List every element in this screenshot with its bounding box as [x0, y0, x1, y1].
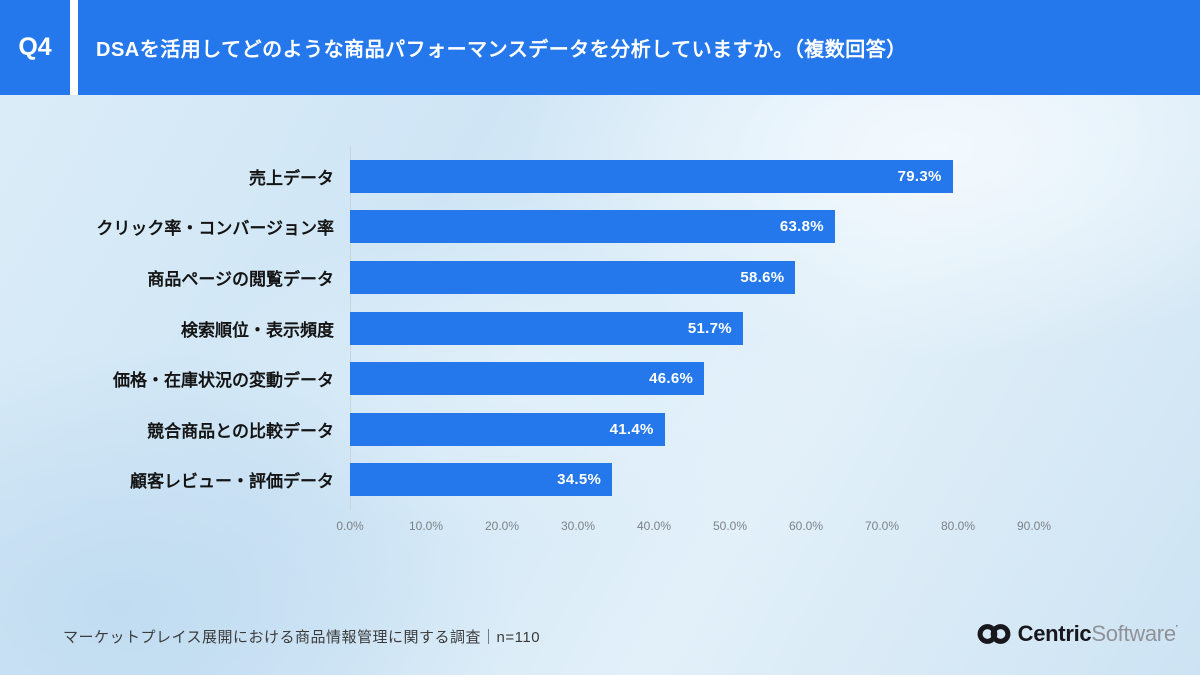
x-axis-tick: 40.0% [636, 519, 672, 534]
x-axis-tick: 20.0% [484, 519, 520, 534]
value-label: 41.4% [609, 420, 654, 438]
bar-chart: 売上データ 79.3% クリック率・コンバージョン率 63.8% 商品ページの閲覧データ… [40, 146, 1125, 537]
logo-text-centric: Centric [1017, 621, 1092, 646]
header-divider [70, 0, 78, 95]
question-header: Q4 DSAを活用してどのような商品パフォーマンスデータを分析していますか。（複… [0, 0, 1200, 95]
value-label: 79.3% [897, 167, 942, 185]
chart-row: クリック率・コンバージョン率 63.8% [40, 202, 1125, 253]
bar-track: 79.3% [350, 159, 1125, 193]
question-title-bar: DSAを活用してどのような商品パフォーマンスデータを分析していますか。（複数回答… [78, 0, 1200, 95]
x-axis-tick: 0.0% [336, 519, 364, 534]
x-axis-tick: 30.0% [560, 519, 596, 534]
chart-row: 価格・在庫状況の変動データ 46.6% [40, 353, 1125, 404]
x-axis: 0.0% 10.0% 20.0% 30.0% 40.0% 50.0% 60.0% 70.0% 8… [336, 519, 1125, 537]
bar: 51.7% [350, 311, 743, 345]
category-label: 売上データ [249, 168, 334, 188]
bar: 58.6% [350, 260, 796, 294]
category-label: 検索順位・表示頻度 [181, 320, 334, 340]
category-label: 価格・在庫状況の変動データ [113, 371, 334, 391]
bar-track: 46.6% [350, 362, 1125, 396]
centric-logo-icon [977, 624, 1011, 644]
chart-row: 顧客レビュー・評価データ 34.5% [40, 455, 1125, 506]
bar-track: 34.5% [350, 463, 1125, 497]
bar: 79.3% [350, 159, 953, 193]
chart-row: 検索順位・表示頻度 51.7% [40, 303, 1125, 354]
logo-text-software: Software [1091, 621, 1176, 646]
survey-source-note: マーケットプレイス展開における商品情報管理に関する調査｜n=110 [63, 629, 541, 646]
value-label: 34.5% [557, 471, 602, 489]
chart-row: 売上データ 79.3% [40, 151, 1125, 202]
bar-track: 51.7% [350, 311, 1125, 345]
x-axis-tick: 80.0% [940, 519, 976, 534]
x-axis-tick: 60.0% [788, 519, 824, 534]
value-label: 46.6% [649, 370, 694, 388]
bar: 46.6% [350, 362, 705, 396]
bar: 41.4% [350, 412, 665, 446]
bar-track: 58.6% [350, 260, 1125, 294]
x-axis-tick: 10.0% [408, 519, 444, 534]
x-axis-tick: 90.0% [1016, 519, 1052, 534]
x-axis-tick: 50.0% [712, 519, 748, 534]
centric-software-logo: Centric Software’ [977, 621, 1178, 647]
value-label: 63.8% [779, 218, 824, 236]
bar-track: 41.4% [350, 412, 1125, 446]
bar: 34.5% [350, 463, 613, 497]
question-title: DSAを活用してどのような商品パフォーマンスデータを分析していますか。（複数回答… [96, 39, 907, 61]
value-label: 58.6% [740, 268, 785, 286]
chart-row: 商品ページの閲覧データ 58.6% [40, 252, 1125, 303]
category-label: クリック率・コンバージョン率 [96, 219, 334, 239]
value-label: 51.7% [687, 319, 732, 337]
bar-track: 63.8% [350, 210, 1125, 244]
category-label: 競合商品との比較データ [147, 421, 334, 441]
chart-row: 競合商品との比較データ 41.4% [40, 404, 1125, 455]
bar-chart-rows: 売上データ 79.3% クリック率・コンバージョン率 63.8% 商品ページの閲覧データ… [40, 151, 1125, 505]
bar: 63.8% [350, 210, 835, 244]
question-number-badge: Q4 [0, 0, 70, 95]
category-label: 商品ページの閲覧データ [147, 269, 334, 289]
x-axis-tick: 70.0% [864, 519, 900, 534]
logo-trademark-mark: ’ [1175, 624, 1178, 635]
category-label: 顧客レビュー・評価データ [130, 472, 334, 492]
